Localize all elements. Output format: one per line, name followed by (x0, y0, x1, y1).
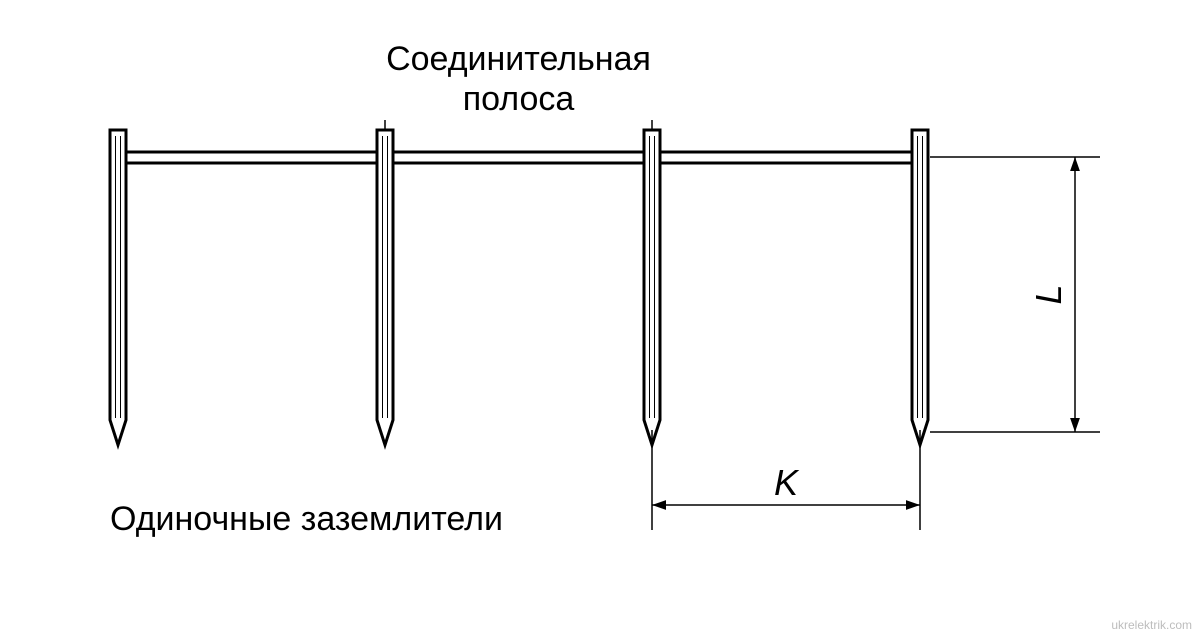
label-single-earthers: Одиночные заземлители (110, 500, 503, 538)
electrode-3 (644, 130, 660, 445)
label-connecting-strip-line1: Соединительная (386, 40, 651, 78)
label-connecting-strip-line2: полоса (463, 80, 575, 118)
dim-k-arrow-right (906, 500, 920, 510)
dim-k-arrow-left (652, 500, 666, 510)
electrode-4 (912, 130, 928, 445)
electrode-2 (377, 130, 393, 445)
dim-l-arrow-top (1070, 157, 1080, 171)
dim-l-label: L (1028, 284, 1069, 304)
watermark: ukrelektrik.com (1111, 618, 1192, 632)
dim-l-arrow-bottom (1070, 418, 1080, 432)
grounding-diagram: Соединительнаяполоса Одиночные заземлител… (0, 0, 1200, 636)
electrode-1 (110, 130, 126, 445)
dim-k-label: K (774, 462, 800, 503)
